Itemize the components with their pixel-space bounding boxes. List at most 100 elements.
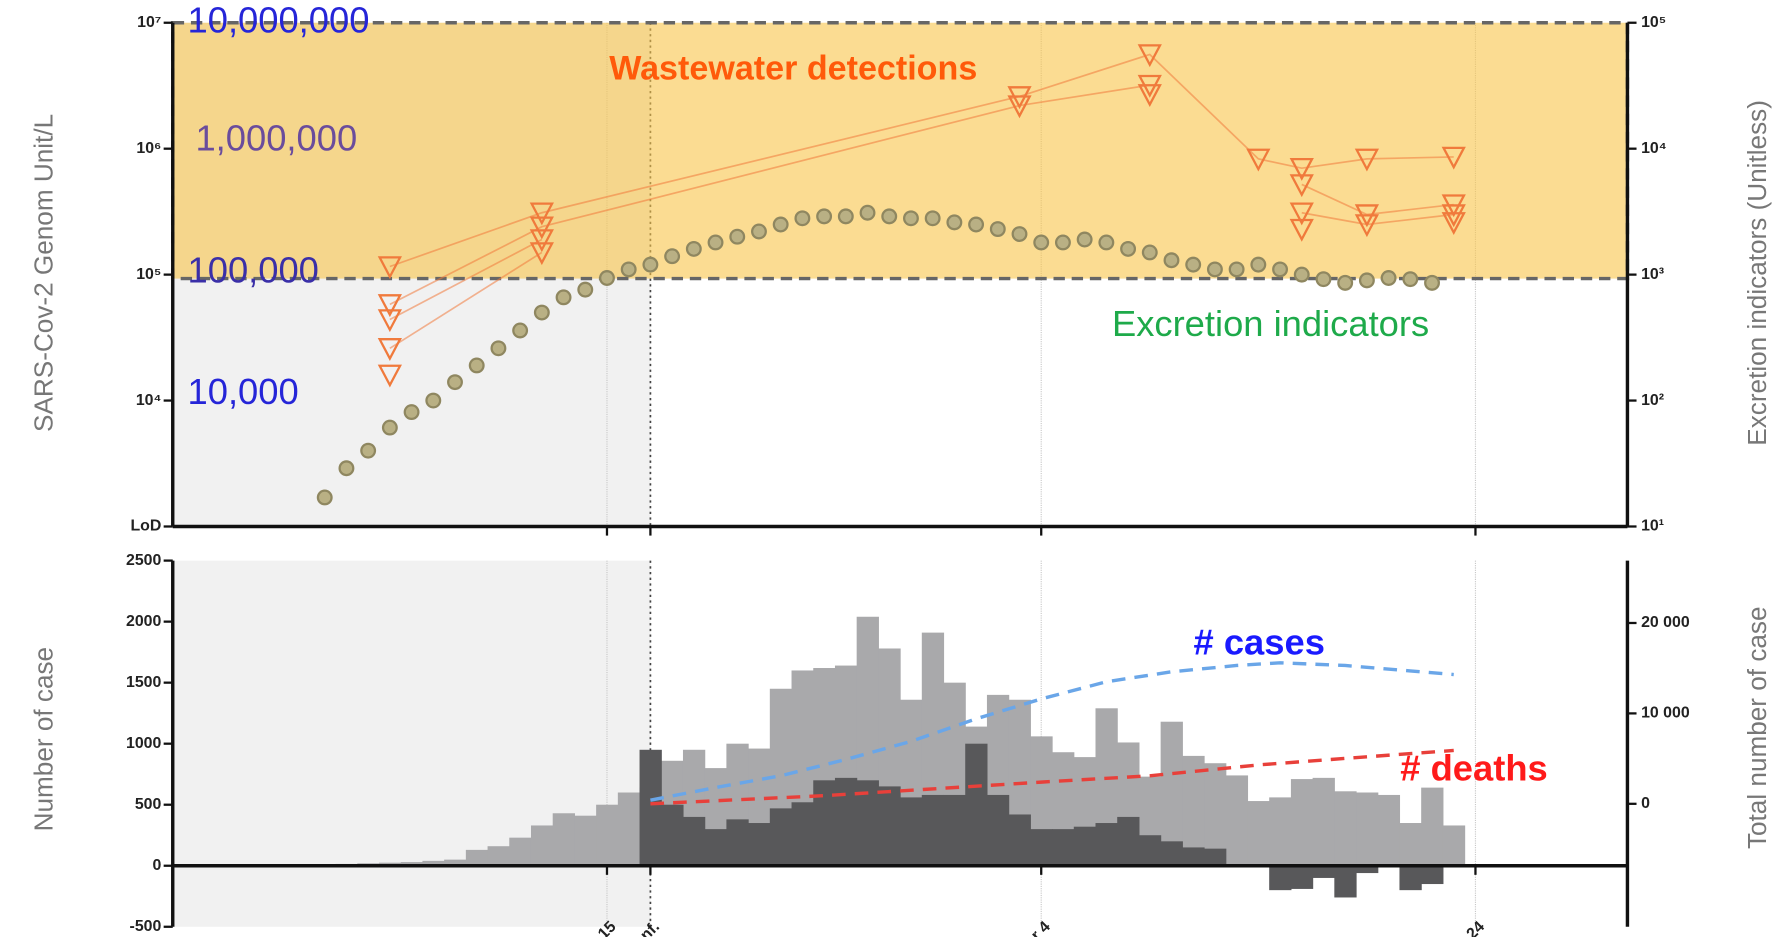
bar [791,802,814,866]
bar [1182,755,1205,866]
bar [1182,847,1205,866]
excretion-dot [512,322,529,339]
y-tick-label: 10⁵ [136,266,161,283]
excretion-dot [533,304,550,321]
y-tick-label: 10⁷ [137,14,161,31]
detection-line [1301,211,1454,226]
bar [530,825,554,866]
y-tick-label: 1000 [126,735,162,752]
highlight-box [171,21,1630,281]
annotation: # cases [1194,621,1325,662]
bar [726,819,749,866]
y2-axis-title: Excretion indicators (Unitless) [1742,100,1772,446]
bar [943,794,966,866]
excretion-dot [1011,226,1028,242]
excretion-dot [772,216,789,233]
excretion-dot [1380,270,1397,286]
bar [1160,841,1183,866]
bar [748,823,771,866]
y2-tick-label: 20 000 [1641,614,1690,631]
excretion-dot [1076,231,1093,248]
y-tick-label: 500 [135,796,162,813]
y2-tick-label: 10 000 [1641,705,1690,722]
excretion-dot [1098,234,1115,251]
excretion-dot [794,210,811,227]
bar [1356,792,1379,866]
bar [1269,797,1292,866]
bar [1399,823,1422,866]
excretion-dot [1206,261,1223,278]
bar [1290,779,1314,866]
excretion-dot [946,214,963,231]
bar [1204,848,1227,866]
y2-tick-label: 10¹ [1641,518,1664,535]
bar [1334,791,1357,866]
pre-period-shade [172,560,651,927]
annotation: 10,000,000 [188,0,370,40]
detection-marker [529,216,554,240]
bar [596,804,619,866]
excretion-dot [1163,252,1180,269]
y2-tick-label: 10⁴ [1641,140,1667,157]
excretion-dot [1141,244,1158,261]
bar [574,815,597,866]
detection-line [389,238,543,321]
detection-marker [377,364,402,388]
excretion-dot [729,228,746,245]
excretion-dot [1293,266,1310,283]
bar [986,794,1010,866]
bar [1269,865,1292,891]
x-tick-label: Apr 24 [1441,918,1488,937]
excretion-dot [1033,234,1050,251]
bar [400,862,423,866]
excretion-dot [1250,256,1267,273]
bar [1356,865,1379,874]
detection-marker [529,202,554,226]
excretion-dot [1337,274,1354,291]
y-axis-title: Number of case [28,647,58,831]
detection-marker [377,256,402,280]
detection-marker [1289,202,1314,226]
bar [1030,829,1053,866]
y2-axis-title: Total number of case [1742,606,1772,849]
bar [704,829,727,866]
excretion-dot [599,270,615,286]
bar [921,794,945,866]
bar [1073,826,1097,866]
cumulative-line [650,661,1454,802]
detection-marker [1354,214,1380,238]
bar [965,743,988,866]
y-tick-label: -500 [130,918,162,935]
excretion-dot [447,374,463,391]
excretion-dot [468,357,485,374]
bar [1138,835,1162,866]
excretion-dot [316,489,333,506]
detection-marker [1354,148,1380,172]
excretion-dot [1424,274,1440,291]
detection-marker [1441,146,1466,170]
bar [1052,829,1075,866]
detection-marker [1137,44,1162,68]
excretion-dot [403,404,420,421]
y2-tick-label: 10² [1641,392,1664,409]
y-tick-label: 2500 [126,552,162,569]
detection-line [389,84,1150,306]
excretion-dot [924,210,941,227]
detection-line [389,251,543,350]
excretion-dot [1272,261,1289,278]
excretion-dot [1315,271,1332,288]
y-tick-label: LoD [130,518,161,535]
excretion-dot [1185,256,1202,273]
bar [552,813,575,866]
bar [1008,814,1031,866]
bar [1290,865,1314,889]
excretion-dot [360,442,377,459]
annotation: Excretion indicators [1112,303,1429,344]
excretion-dot [620,261,637,278]
bar [1225,775,1249,866]
bar [1421,865,1444,885]
annotation: 1,000,000 [195,118,357,159]
excretion-dot [816,208,833,225]
